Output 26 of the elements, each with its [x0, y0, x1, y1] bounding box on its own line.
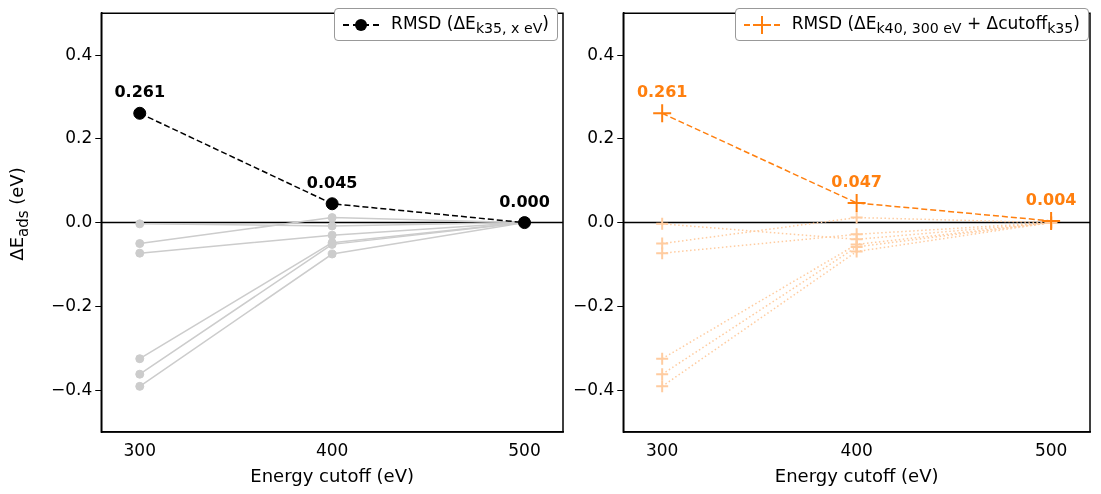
- x-tick-label: 300: [645, 439, 679, 460]
- y-tick-label: −0.4: [51, 378, 93, 399]
- x-tick-label: 400: [315, 439, 349, 460]
- data-label: 0.045: [306, 172, 358, 192]
- data-label: 0.261: [114, 82, 166, 102]
- y-tick-label: −0.2: [573, 294, 615, 315]
- y-tick-label: −0.4: [573, 378, 615, 399]
- y-tick-label: 0.2: [587, 127, 615, 148]
- data-label: 0.000: [499, 191, 550, 211]
- x-tick-label: 300: [123, 439, 156, 460]
- legend-label: RMSD (ΔE$_{k35, x eV}$): [391, 13, 549, 37]
- y-tick-label: 0.0: [587, 211, 615, 232]
- x-axis-title: Energy cutoff (eV): [774, 464, 939, 486]
- data-label: 0.261: [636, 82, 688, 102]
- legend-label: RMSD (ΔE$_{k40, 300 eV}$ + Δcutoff$_{k35}$): [791, 13, 1080, 37]
- x-tick-label: 400: [840, 439, 873, 460]
- data-label: 0.047: [831, 172, 882, 192]
- y-tick-label: 0.4: [587, 43, 615, 64]
- y-tick-label: 0.0: [65, 211, 93, 232]
- x-tick-label: 500: [1034, 439, 1068, 460]
- x-tick-label: 500: [508, 439, 541, 460]
- x-axis-title: Energy cutoff (eV): [250, 464, 414, 486]
- y-tick-label: 0.2: [65, 127, 93, 148]
- y-tick-label: 0.4: [65, 43, 93, 64]
- data-label: 0.004: [1025, 190, 1077, 210]
- y-tick-label: −0.2: [51, 294, 93, 315]
